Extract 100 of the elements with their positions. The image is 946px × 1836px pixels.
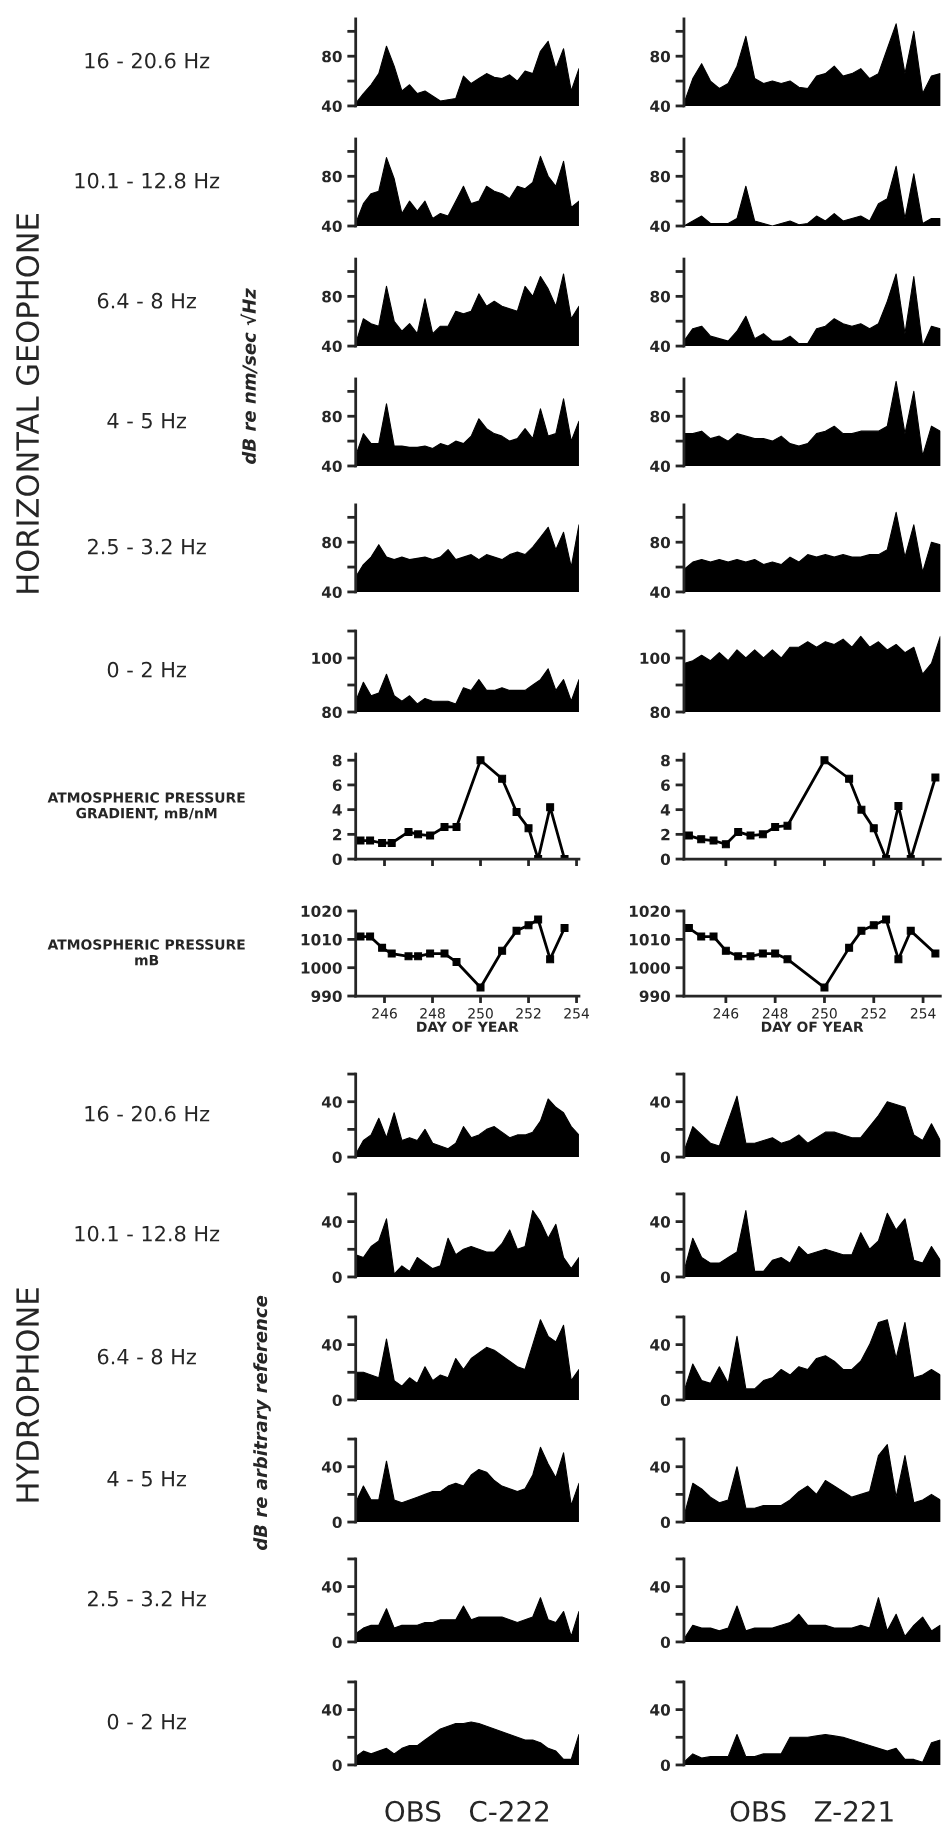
y-axis-title: ATMOSPHERIC PRESSURE GRADIENT, mB/nM <box>47 792 245 821</box>
point <box>721 946 730 955</box>
point <box>414 952 423 961</box>
x-tick-label: 248 <box>420 1008 445 1019</box>
y-tick-label: 80 <box>322 170 342 183</box>
y-tick-label: 0 <box>332 1151 342 1164</box>
y-tick-label: 40 <box>650 100 671 112</box>
y-axis-title: 16 - 20.6 Hz <box>85 1105 210 1122</box>
y-axis-title: 16 - 20.6 Hz <box>85 52 210 69</box>
y-axis-title: 0 - 2 Hz <box>107 1713 186 1730</box>
point <box>820 756 829 765</box>
y-tick-label: 40 <box>650 1339 671 1351</box>
text: dB re nm/sec √Hz <box>240 288 258 464</box>
y-tick-label: 0 <box>332 1636 342 1648</box>
y-tick-label: 40 <box>321 1581 342 1593</box>
y-tick-label: 0 <box>332 1271 342 1283</box>
y-tick-label: 8 <box>332 754 342 767</box>
y-tick-label: 80 <box>650 290 671 303</box>
y-tick-label: 40 <box>650 1096 671 1108</box>
point <box>452 958 461 967</box>
x-tick-label: 246 <box>372 1008 397 1019</box>
y-tick-label: 80 <box>322 50 342 63</box>
point <box>440 949 449 958</box>
y-tick-label: 80 <box>650 706 671 719</box>
y-tick-label: 40 <box>321 1339 342 1351</box>
y-tick-label: 40 <box>321 1216 342 1228</box>
point <box>758 830 767 839</box>
x-tick-label: 250 <box>468 1008 493 1019</box>
point <box>404 952 413 961</box>
point <box>931 773 940 782</box>
y-tick-label: 0 <box>332 1759 342 1771</box>
point <box>783 821 792 830</box>
point <box>882 915 891 924</box>
y-tick-label: 0 <box>332 1516 342 1529</box>
y-tick-label: 40 <box>321 1461 342 1473</box>
y-tick-label: 0 <box>660 1151 671 1164</box>
y-tick-label: 1000 <box>629 962 671 974</box>
point <box>845 943 854 952</box>
point <box>452 822 461 831</box>
point <box>426 949 435 958</box>
point <box>931 949 940 958</box>
x-tick-label: 250 <box>812 1008 837 1019</box>
y-tick-label: 40 <box>650 220 671 233</box>
point <box>524 824 533 833</box>
point <box>709 932 718 941</box>
y-tick-label: 40 <box>321 100 342 112</box>
y-tick-label: 40 <box>650 586 671 598</box>
y-tick-label: 0 <box>660 853 671 866</box>
point <box>546 803 555 812</box>
y-axis-title: ATMOSPHERIC PRESSURE mB <box>47 939 245 966</box>
y-tick-label: 40 <box>650 1704 671 1716</box>
point <box>476 756 485 765</box>
y-tick-label: 1010 <box>629 933 671 946</box>
y-tick-label: 4 <box>332 804 342 816</box>
text: dB re arbitrary reference <box>253 1295 271 1550</box>
point <box>906 926 915 935</box>
y-axis-title: 6.4 - 8 Hz <box>97 292 196 309</box>
y-tick-label: 0 <box>660 1271 671 1283</box>
point <box>426 831 435 840</box>
point <box>378 839 387 847</box>
point <box>771 822 780 831</box>
point <box>734 827 743 836</box>
y-axis-title: 0 - 2 Hz <box>107 661 186 678</box>
x-tick-label: 254 <box>910 1008 936 1019</box>
point <box>697 932 706 941</box>
y-tick-label: 80 <box>322 290 342 303</box>
y-tick-label: 80 <box>650 170 671 183</box>
y-tick-label: 2 <box>661 828 670 841</box>
y-tick-label: 990 <box>639 990 671 1003</box>
y-tick-label: 1000 <box>301 962 342 974</box>
y-tick-label: 6 <box>332 779 342 791</box>
y-tick-label: 990 <box>311 990 342 1003</box>
point <box>746 831 755 840</box>
y-tick-label: 1010 <box>301 933 342 946</box>
y-tick-label: 100 <box>312 652 342 665</box>
point <box>378 943 387 952</box>
y-axis-title: 4 - 5 Hz <box>107 413 186 429</box>
point <box>498 946 507 955</box>
y-tick-label: 2 <box>333 828 342 841</box>
point <box>721 840 730 849</box>
point <box>783 955 792 964</box>
point <box>697 835 706 844</box>
y-tick-label: 40 <box>650 1581 671 1593</box>
point <box>524 921 533 930</box>
y-tick-label: 80 <box>322 536 342 549</box>
point <box>476 983 485 992</box>
point <box>414 830 423 839</box>
y-tick-label: 8 <box>661 754 670 767</box>
y-axis-title: 6.4 - 8 Hz <box>97 1348 196 1365</box>
text: HORIZONTAL GEOPHONE <box>16 214 40 593</box>
y-tick-label: 80 <box>650 536 671 549</box>
point <box>366 836 375 845</box>
x-tick-label: 254 <box>564 1008 590 1019</box>
point <box>387 839 396 847</box>
point <box>734 952 743 961</box>
y-tick-label: 40 <box>321 220 342 233</box>
y-tick-label: 0 <box>660 1516 671 1529</box>
point <box>512 926 521 935</box>
point <box>894 801 903 810</box>
y-tick-label: 80 <box>322 410 342 423</box>
